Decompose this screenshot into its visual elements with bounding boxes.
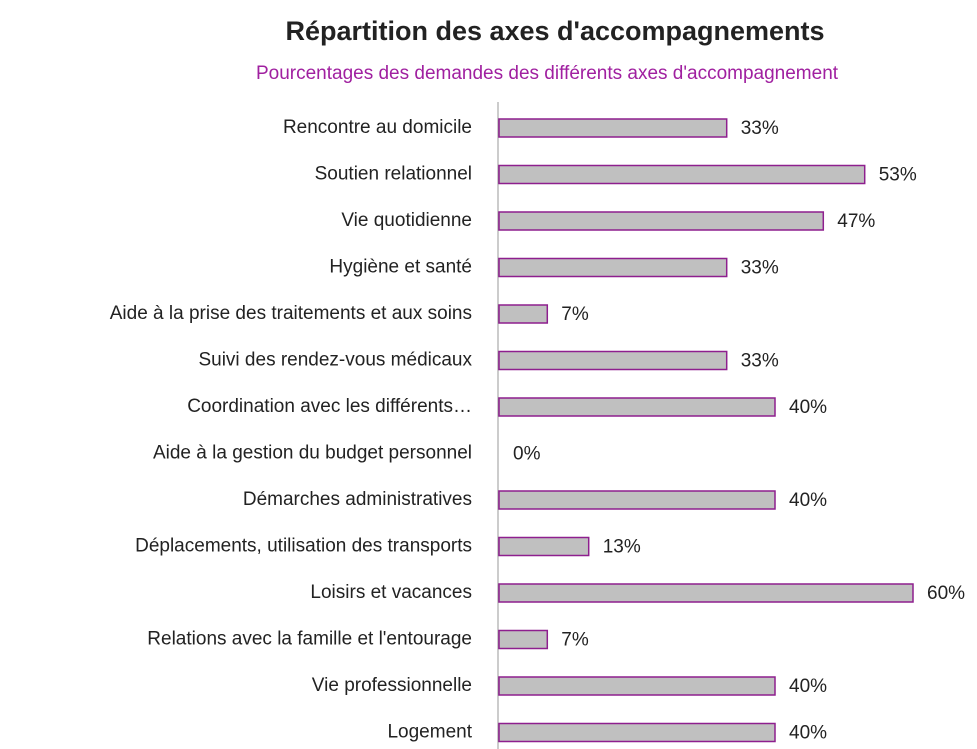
- category-label: Soutien relationnel: [315, 164, 472, 185]
- chart-title: Répartition des axes d'accompagnements: [285, 16, 824, 46]
- bar: [498, 257, 728, 278]
- bar: [498, 350, 728, 371]
- bar: [498, 304, 549, 324]
- bar: [498, 629, 549, 650]
- bar: [498, 164, 866, 185]
- value-label: 40%: [789, 490, 827, 511]
- value-label: 40%: [789, 723, 827, 744]
- category-label: Suivi des rendez-vous médicaux: [198, 350, 472, 371]
- bar: [498, 397, 776, 417]
- value-label: 13%: [603, 537, 641, 558]
- category-label: Coordination avec les différents…: [187, 396, 472, 417]
- value-label: 53%: [879, 165, 917, 186]
- value-label: 33%: [741, 118, 779, 139]
- category-label: Démarches administratives: [243, 489, 472, 510]
- value-label: 33%: [741, 258, 779, 279]
- value-label: 0%: [513, 444, 541, 465]
- bar: [498, 583, 914, 603]
- value-label: 40%: [789, 676, 827, 697]
- category-label: Aide à la prise des traitements et aux s…: [110, 303, 472, 324]
- value-label: 60%: [927, 583, 965, 604]
- bar: [498, 118, 728, 138]
- value-label: 7%: [561, 630, 589, 651]
- bar: [498, 490, 776, 510]
- chart-subtitle: Pourcentages des demandes des différents…: [256, 63, 839, 84]
- bar: [498, 722, 776, 743]
- bar: [498, 211, 825, 231]
- category-label: Vie quotidienne: [341, 210, 472, 231]
- value-label: 47%: [837, 211, 875, 232]
- bar: [498, 536, 590, 557]
- category-label: Relations avec la famille et l'entourage: [147, 629, 472, 650]
- category-label: Déplacements, utilisation des transports: [135, 536, 472, 557]
- category-label: Aide à la gestion du budget personnel: [153, 443, 472, 464]
- category-label: Hygiène et santé: [329, 257, 472, 278]
- category-label: Vie professionnelle: [312, 675, 472, 696]
- value-label: 40%: [789, 397, 827, 418]
- bar: [498, 676, 776, 696]
- category-label: Logement: [387, 722, 472, 743]
- value-label: 33%: [741, 351, 779, 372]
- value-label: 7%: [561, 304, 589, 325]
- category-label: Rencontre au domicile: [283, 117, 472, 138]
- category-label: Loisirs et vacances: [310, 582, 472, 603]
